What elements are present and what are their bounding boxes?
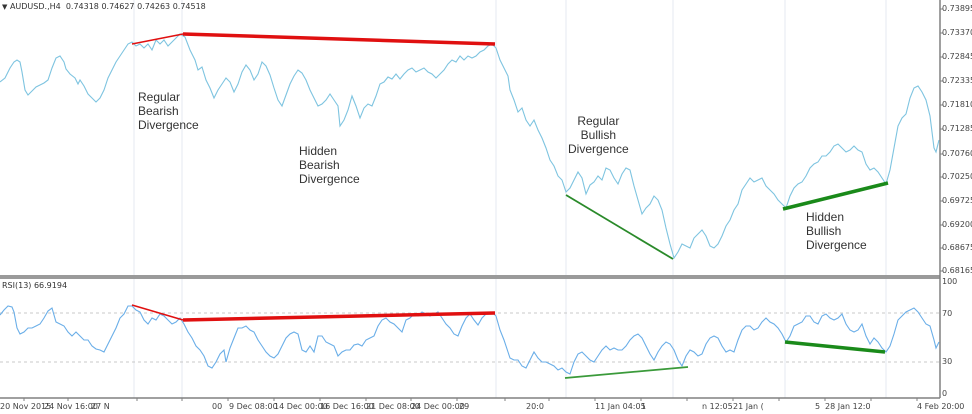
price-regular-bearish-line: [131, 33, 184, 45]
price-axis-label: 0.68675: [942, 243, 972, 252]
rsi-axis-label: 30: [942, 357, 953, 366]
time-axis-label: 4 Feb 20:00: [917, 402, 965, 411]
price-axis-label: 0.72335: [942, 76, 972, 85]
rsi-pane: [0, 304, 940, 379]
pane-separator[interactable]: [0, 275, 940, 279]
price-axis-label: 0.70250: [942, 172, 972, 181]
time-axis-label: 29: [459, 402, 470, 411]
price-axis-label: 0.69725: [942, 196, 972, 205]
time-axis-label: 21 Dec 08:00: [366, 402, 420, 411]
rsi-axis-label: 0: [942, 389, 948, 398]
price-axis-label: 0.69200: [942, 220, 972, 229]
annotation-regular-bullish: Regular Bullish Divergence: [568, 114, 629, 156]
symbol-label: AUDUSD.,H4: [9, 2, 61, 11]
rsi-axis-label: 100: [942, 277, 958, 286]
collapse-triangle-icon[interactable]: ▼: [2, 3, 8, 11]
time-axis-label: 24 Dec 00:00: [411, 402, 465, 411]
price-hidden-bullish-line: [782, 181, 889, 211]
price-axis-label: 0.72845: [942, 52, 972, 61]
ohlc-values: 0.74318 0.74627 0.74263 0.74518: [65, 2, 206, 11]
price-axis-label: 0.73895: [942, 4, 972, 13]
vertical-gridlines: [133, 0, 887, 398]
price-regular-bullish-line: [565, 194, 674, 260]
annotation-hidden-bullish: Hidden Bullish Divergence: [806, 210, 867, 252]
annotation-hidden-bearish: Hidden Bearish Divergence: [299, 144, 360, 186]
time-axis-label: n 12:05: [702, 402, 733, 411]
rsi-axis-label: 70: [942, 309, 953, 318]
price-pane: [0, 32, 940, 260]
price-axis-label: 0.68165: [942, 266, 972, 275]
time-axis-label: 9 Dec 08:00: [229, 402, 278, 411]
time-axis-label: 11 Jan 04:05: [595, 402, 646, 411]
rsi-hidden-bullish-line: [784, 340, 886, 354]
price-line: [0, 33, 940, 260]
time-axis-label: 00: [212, 402, 223, 411]
price-axis-label: 0.71285: [942, 124, 972, 133]
time-axis-label: 27 N: [91, 402, 110, 411]
price-hidden-bearish-line: [182, 32, 496, 46]
rsi-line: [0, 305, 940, 375]
time-axis-label: 16 Dec 16:00: [320, 402, 374, 411]
annotation-regular-bearish: Regular Bearish Divergence: [138, 90, 199, 132]
price-axis-label: 0.70760: [942, 149, 972, 158]
rsi-regular-bearish-line: [131, 304, 184, 321]
rsi-regular-bullish-line: [564, 366, 689, 379]
rsi-hidden-bearish-line: [182, 311, 496, 322]
time-axis-label: 28 Jan 12:0: [825, 402, 871, 411]
time-axis-label: 1: [641, 402, 647, 411]
time-axis-label: 20:0: [526, 402, 544, 411]
time-axis-label: 5: [815, 402, 821, 411]
time-axis-label: 21 Jan (: [733, 402, 764, 411]
time-axis-ticks: [23, 398, 918, 401]
price-axis-label: 0.71810: [942, 100, 972, 109]
time-axis-label: 20 Nov 2015: [0, 402, 52, 411]
price-axis-ticks: [940, 8, 943, 272]
time-axis-label: 24 Nov 16:00: [44, 402, 98, 411]
rsi-header: RSI(13) 66.9194: [2, 281, 68, 290]
time-axis-label: 14 Dec 00:00: [274, 402, 328, 411]
price-header: ▼ AUDUSD.,H4 0.74318 0.74627 0.74263 0.7…: [2, 2, 206, 11]
price-axis-label: 0.73370: [942, 28, 972, 37]
